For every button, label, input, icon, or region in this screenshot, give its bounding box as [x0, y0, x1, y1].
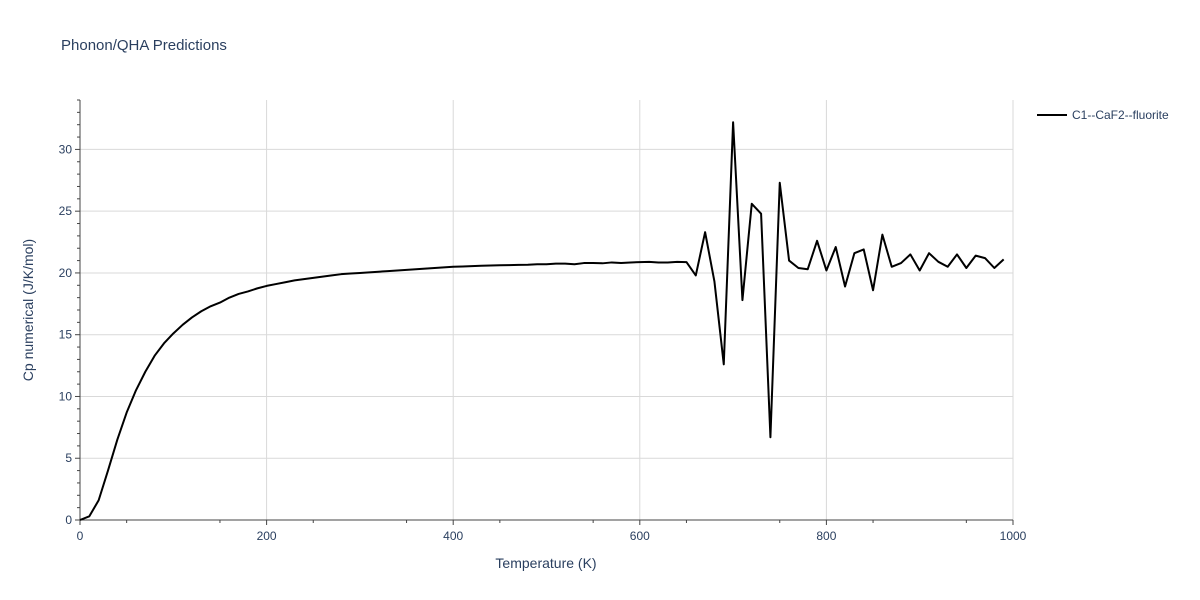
- x-tick-label: 800: [816, 529, 836, 543]
- x-tick-label: 200: [257, 529, 277, 543]
- x-tick-label: 400: [443, 529, 463, 543]
- y-tick-label: 5: [65, 451, 72, 465]
- plot-area: [79, 121, 1005, 521]
- y-tick-label: 30: [59, 142, 73, 156]
- y-tick-label: 15: [59, 328, 73, 342]
- x-tick-label: 0: [77, 529, 84, 543]
- ticks: 0 200 400 600 800 1000 0 5 10 15 20 25 30: [59, 99, 1027, 543]
- y-tick-label: 0: [65, 513, 72, 527]
- series-line-c1-caf2-fluorite: [79, 121, 1005, 521]
- grid: [80, 100, 1014, 520]
- y-tick-label: 20: [59, 266, 73, 280]
- y-axis-title: Cp numerical (J/K/mol): [20, 239, 36, 381]
- chart-title: Phonon/QHA Predictions: [61, 37, 227, 54]
- x-tick-label: 1000: [1000, 529, 1027, 543]
- x-axis-title: Temperature (K): [495, 555, 596, 571]
- legend[interactable]: C1--CaF2--fluorite: [1037, 108, 1169, 122]
- legend-label: C1--CaF2--fluorite: [1072, 108, 1169, 122]
- x-tick-label: 600: [630, 529, 650, 543]
- y-tick-label: 25: [59, 204, 73, 218]
- y-tick-label: 10: [59, 389, 73, 403]
- axes: [79, 100, 1013, 521]
